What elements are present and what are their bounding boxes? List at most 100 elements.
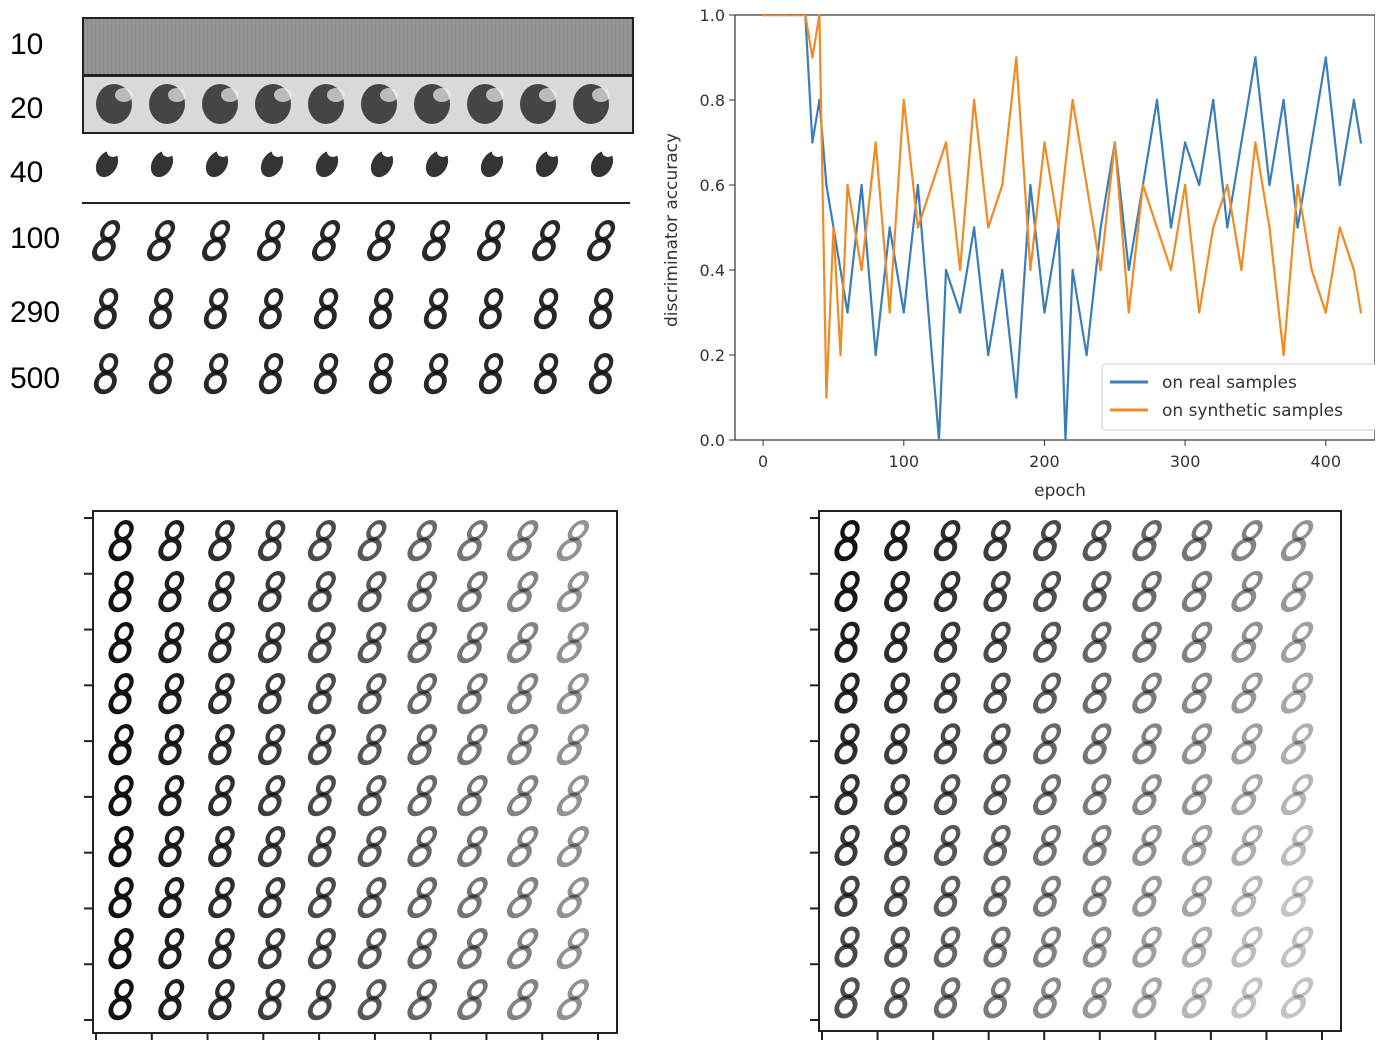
interpolation-grid-right (818, 510, 1342, 1032)
digit-sample (1231, 621, 1263, 663)
digit-sample (535, 150, 559, 178)
digit-sample (425, 150, 449, 178)
digit-sample (357, 622, 387, 664)
data-point-synthetic (1155, 226, 1159, 229)
digit-sample (1181, 723, 1213, 765)
digit-sample (539, 88, 557, 102)
digit-sample (1082, 570, 1112, 613)
data-point-synthetic (958, 268, 962, 272)
data-point-real (1352, 98, 1356, 102)
digit-sample (1181, 926, 1213, 968)
digit-sample (492, 147, 504, 157)
digit-sample (933, 723, 961, 765)
data-point-synthetic (1268, 226, 1271, 229)
data-point-real (930, 353, 934, 357)
data-point-synthetic (1352, 268, 1356, 272)
grid-ticks-left (84, 517, 599, 1040)
data-point-synthetic (902, 98, 905, 102)
digit-sample (357, 724, 387, 766)
data-point-real (1338, 183, 1342, 187)
digit-sample (208, 775, 235, 817)
digit-sample (437, 147, 449, 157)
data-point-real (1071, 268, 1074, 272)
digit-sample (933, 570, 961, 613)
digit-sample (258, 353, 284, 395)
digit-sample (257, 928, 286, 970)
digit-sample (1132, 723, 1162, 765)
x-tick-label: 200 (1029, 452, 1060, 471)
data-point-real (1296, 226, 1299, 229)
digit-sample (590, 150, 614, 178)
digit-sample (108, 571, 134, 613)
digit-sample (1033, 672, 1062, 714)
digit-sample (1082, 875, 1112, 917)
digit-sample (208, 826, 235, 868)
digit-sample (202, 220, 231, 262)
digit-sample (92, 220, 121, 262)
data-point-real (1043, 311, 1046, 314)
data-point-real (972, 226, 976, 229)
digit-sample (1033, 977, 1062, 1019)
digit-sample (1231, 824, 1263, 867)
digit-sample (158, 979, 185, 1021)
digit-sample (108, 622, 134, 664)
digit-sample (357, 571, 387, 613)
data-point-synthetic (944, 141, 948, 144)
data-point-real (1099, 226, 1102, 229)
digit-sample (260, 150, 284, 178)
digit-sample (1280, 977, 1314, 1019)
data-point-synthetic (1127, 311, 1131, 314)
digit-sample (93, 288, 119, 330)
digit-sample (108, 520, 134, 562)
digit-sample (556, 571, 590, 613)
digit-sample (933, 520, 961, 562)
digit-sample (457, 775, 488, 817)
data-point-synthetic (1183, 183, 1187, 187)
digit-sample (407, 571, 438, 613)
digit-sample (506, 622, 539, 664)
y-tick-label: 0.0 (700, 431, 725, 450)
digit-sample (1082, 520, 1112, 562)
digit-sample (1280, 520, 1314, 562)
digit-sample (556, 673, 590, 715)
data-point-synthetic (1324, 311, 1327, 314)
digit-sample (1231, 926, 1263, 968)
digit-sample (205, 150, 229, 178)
digit-sample (158, 775, 185, 817)
digit-sample (108, 928, 134, 970)
data-point-synthetic (846, 183, 849, 187)
digit-sample (834, 672, 860, 714)
digit-sample (327, 147, 339, 157)
digit-sample (357, 520, 387, 562)
digit-sample (556, 826, 590, 868)
data-point-synthetic (1057, 226, 1060, 229)
digit-sample (834, 723, 860, 765)
data-point-real (937, 438, 941, 442)
data-point-synthetic (839, 353, 842, 357)
digit-sample (1280, 621, 1314, 663)
epoch-label: 290 (10, 296, 61, 329)
data-point-synthetic (1282, 353, 1285, 357)
digit-sample (357, 979, 387, 1021)
digit-sample (1231, 723, 1263, 765)
data-point-synthetic (1240, 268, 1243, 272)
digit-sample (1033, 621, 1062, 663)
digit-sample (556, 724, 590, 766)
digit-sample (357, 673, 387, 715)
digit-sample (506, 520, 539, 562)
data-point-real (874, 353, 877, 357)
digit-sample (208, 622, 235, 664)
digit-sample (148, 353, 174, 395)
digit-sample (208, 928, 235, 970)
data-point-real (1064, 438, 1067, 442)
data-point-real (1282, 98, 1285, 102)
data-point-synthetic (761, 13, 765, 17)
digit-sample (108, 877, 134, 919)
digit-sample (208, 520, 235, 562)
epoch-label: 100 (10, 222, 61, 255)
epoch-40-strip (82, 134, 630, 204)
digit-sample (357, 826, 387, 868)
digit-sample (407, 877, 438, 919)
digit-sample (1132, 774, 1162, 816)
digit-sample (556, 877, 590, 919)
